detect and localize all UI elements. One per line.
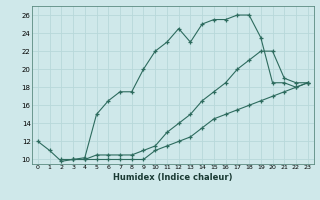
X-axis label: Humidex (Indice chaleur): Humidex (Indice chaleur) bbox=[113, 173, 233, 182]
